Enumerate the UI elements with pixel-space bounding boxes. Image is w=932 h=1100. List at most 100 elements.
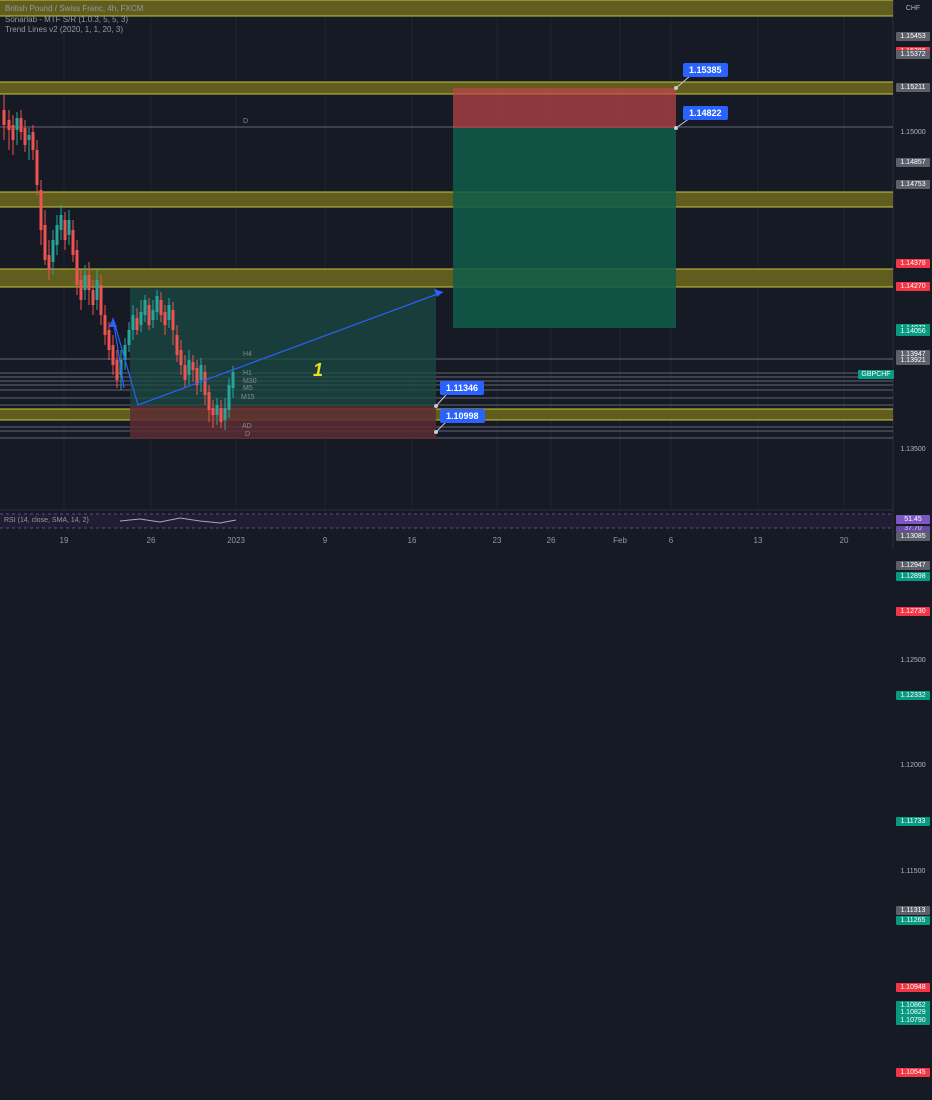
time-tick-label: 9 — [322, 536, 328, 545]
callout-upper-price[interactable]: 1.11346 — [440, 381, 485, 395]
time-tick-label: 6 — [668, 536, 674, 545]
candle-body — [99, 285, 103, 315]
candle-body — [187, 360, 191, 375]
callout-anchor — [434, 430, 438, 434]
candle-body — [179, 350, 183, 365]
candle-body — [203, 372, 207, 395]
trend-arrowhead — [109, 318, 117, 327]
rsi-value-tag: 51.45 — [896, 515, 930, 524]
wave-annotation: 1 — [313, 360, 324, 380]
candle-body — [147, 305, 151, 325]
candle-body — [79, 280, 83, 300]
candle-body — [135, 318, 139, 330]
candle-body — [71, 230, 75, 255]
price-tag: 1.12898 — [896, 571, 930, 581]
candle-body — [31, 132, 35, 150]
candle-body — [227, 385, 231, 410]
candle-body — [211, 408, 215, 415]
price-tag: 1.13947 — [896, 350, 930, 360]
time-tick-label: 26 — [546, 536, 556, 545]
candle-body — [163, 312, 167, 325]
chart-legend: British Pound / Swiss Franc, 4h, FXCM So… — [5, 4, 143, 36]
currency-label: CHF — [905, 5, 921, 12]
price-tag: 1.15000 — [900, 129, 926, 136]
candle-body — [159, 300, 163, 315]
candle-body — [95, 280, 99, 300]
callout-entry-price[interactable]: 1.14822 — [683, 106, 728, 120]
candle-body — [131, 315, 135, 330]
callout-lower-price[interactable]: 1.10998 — [440, 409, 485, 423]
price-tag: 1.13085 — [896, 532, 930, 542]
sr-zone — [0, 192, 893, 207]
trend-lines — [109, 75, 691, 434]
time-tick-label: 2023 — [227, 536, 245, 545]
stop-zone-small — [130, 406, 436, 439]
price-tag: 1.12500 — [900, 656, 926, 664]
candle-body — [111, 345, 115, 365]
callout-stop-price[interactable]: 1.15385 — [683, 63, 728, 77]
level-label-d-top: D — [243, 118, 249, 125]
candle-body — [11, 125, 15, 140]
trend-line — [112, 291, 444, 406]
rsi-line — [119, 517, 237, 524]
candle-body — [215, 405, 219, 415]
price-tag: 1.10790 — [896, 1016, 930, 1026]
legend-title[interactable]: British Pound / Swiss Franc, 4h, FXCM — [5, 4, 144, 13]
candle-body — [39, 190, 43, 230]
level-label-m15: M15 — [241, 394, 255, 401]
price-tag: 1.11500 — [900, 867, 926, 875]
time-tick-label: 13 — [753, 536, 763, 545]
time-tick-label: 16 — [407, 536, 417, 545]
candle-body — [107, 330, 111, 350]
callout-leader — [675, 75, 691, 89]
time-tick-label: Feb — [613, 536, 627, 545]
rsi-legend[interactable]: RSI (14, close, SMA, 14, 2) — [4, 517, 89, 524]
trend-arrowhead — [434, 289, 443, 297]
callout-anchor — [434, 404, 438, 408]
price-tag: 1.13500 — [900, 445, 926, 453]
callout-anchor — [674, 86, 678, 90]
candle-body — [171, 310, 175, 330]
price-tag: 1.14753 — [896, 180, 930, 190]
candle-body — [175, 335, 179, 355]
candle-body — [59, 215, 63, 230]
time-tick-label: 19 — [59, 536, 69, 545]
price-tag: 1.11265 — [896, 916, 930, 926]
callout-leader — [435, 421, 447, 433]
position-boxes — [130, 88, 676, 439]
candle-body — [27, 135, 31, 140]
sr-zone — [0, 0, 893, 16]
legend-indicator-trend[interactable]: Trend Lines v2 (2020, 1, 1, 20, 3) — [5, 25, 123, 34]
level-label-h4: H4 — [243, 351, 252, 358]
price-tag: 1.10948 — [896, 982, 930, 992]
candlesticks — [2, 95, 235, 430]
price-tag: 1.14378 — [896, 259, 930, 269]
candle-body — [83, 275, 87, 290]
symbol-tag: GBPCHF — [858, 370, 894, 379]
candle-body — [127, 330, 131, 345]
price-tag: 1.14857 — [896, 158, 930, 168]
callout-anchor — [674, 126, 678, 130]
candle-body — [143, 300, 147, 315]
candle-body — [43, 225, 47, 260]
price-tag: 1.10545 — [896, 1068, 930, 1077]
candle-body — [219, 408, 223, 422]
price-tag: 1.12730 — [896, 606, 930, 616]
candle-body — [23, 128, 27, 145]
candle-body — [15, 118, 19, 130]
level-label-m30: M30 — [243, 378, 257, 385]
candle-body — [91, 290, 95, 305]
callout-leader — [435, 394, 447, 407]
candle-body — [67, 220, 71, 235]
price-tag: 1.15372 — [896, 49, 930, 59]
time-tick-label: 23 — [492, 536, 502, 545]
level-label-h1: H1 — [243, 370, 252, 377]
price-tag: 1.14056 — [896, 327, 930, 337]
price-chart[interactable] — [0, 0, 932, 550]
price-tag: 1.13921 — [896, 355, 930, 365]
take-profit-zone — [453, 128, 676, 328]
candle-body — [7, 120, 11, 130]
candle-body — [183, 365, 187, 380]
legend-indicator-sr[interactable]: Sonarlab - MTF S/R (1.0.3, 5, 5, 3) — [5, 14, 129, 24]
rsi-band — [0, 514, 893, 528]
